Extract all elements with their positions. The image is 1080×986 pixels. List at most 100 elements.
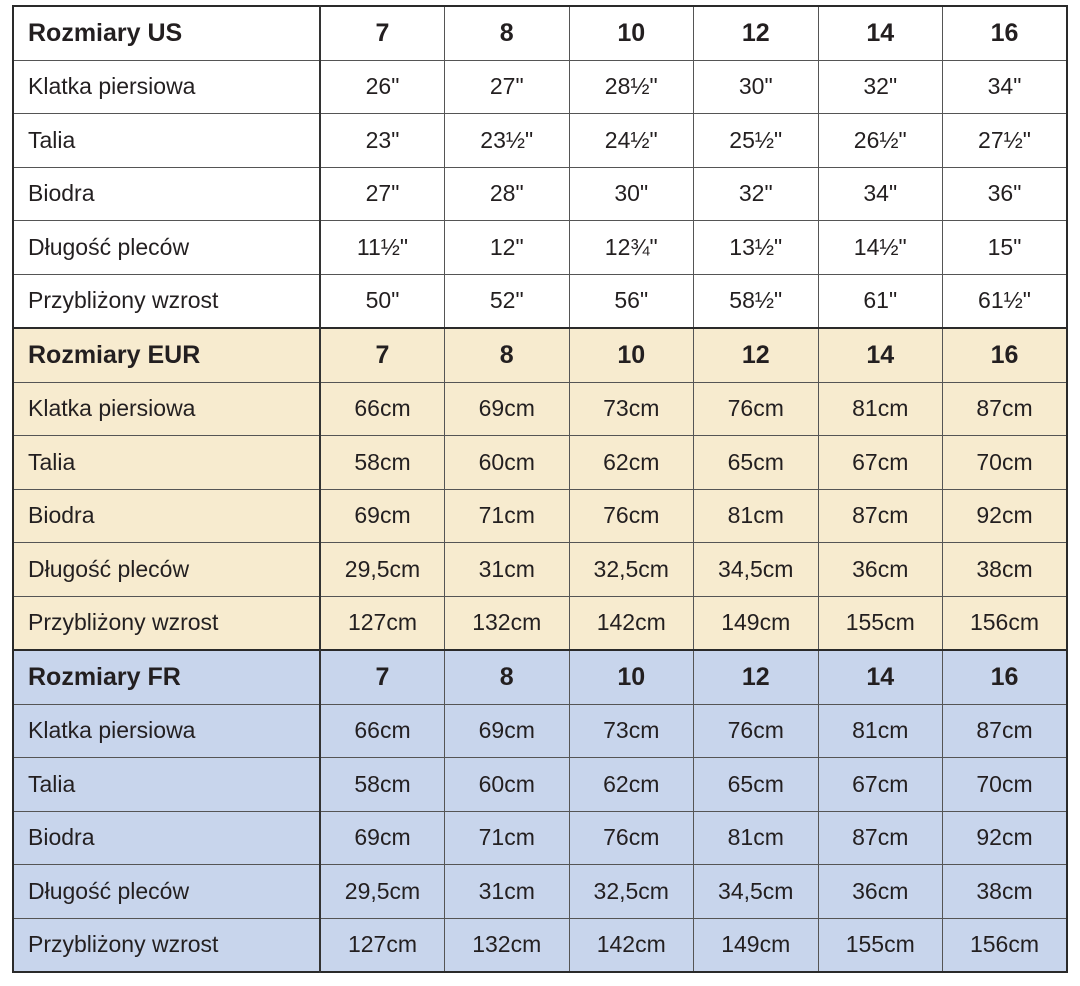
measurement-value: 60cm [444,435,570,490]
measurement-value: 31cm [444,542,570,597]
measurement-label: Biodra [12,810,321,865]
measurement-value: 132cm [444,595,570,651]
size-header-cell: 14 [817,5,943,61]
measurement-value: 12¾" [568,220,694,275]
measurement-label: Biodra [12,166,321,221]
measurement-value: 29,5cm [319,542,445,597]
measurement-label: Przybliżony wzrost [12,595,321,651]
measurement-value: 71cm [444,488,570,543]
measurement-value: 142cm [568,917,694,973]
measurement-value: 156cm [942,595,1068,651]
table-row: Długość pleców 11½" 12" 12¾" 13½" 14½" 15" [12,220,1068,275]
measurement-value: 30" [693,59,819,114]
measurement-value: 13½" [693,220,819,275]
section-header-us: Rozmiary US 7 8 10 12 14 16 [12,5,1068,61]
table-row: Przybliżony wzrost 127cm 132cm 142cm 149cm 15… [12,917,1068,973]
size-header-cell: 14 [817,649,943,705]
measurement-value: 32,5cm [568,864,694,919]
measurement-value: 58cm [319,757,445,812]
measurement-value: 73cm [568,703,694,758]
size-header-cell: 14 [817,327,943,383]
measurement-label: Klatka piersiowa [12,381,321,436]
measurement-value: 36cm [817,542,943,597]
size-header-cell: 16 [942,649,1068,705]
measurement-value: 25½" [693,113,819,168]
measurement-value: 24½" [568,113,694,168]
table-row: Biodra 69cm 71cm 76cm 81cm 87cm 92cm [12,810,1068,865]
section-title: Rozmiary US [12,5,321,61]
measurement-value: 27½" [942,113,1068,168]
size-header-cell: 7 [319,327,445,383]
size-header-cell: 16 [942,327,1068,383]
measurement-value: 11½" [319,220,445,275]
size-header-cell: 8 [444,649,570,705]
measurement-value: 155cm [817,595,943,651]
measurement-label: Talia [12,757,321,812]
measurement-value: 87cm [817,488,943,543]
measurement-label: Długość pleców [12,864,321,919]
measurement-value: 34,5cm [693,542,819,597]
measurement-value: 87cm [942,703,1068,758]
measurement-value: 66cm [319,381,445,436]
size-header-cell: 8 [444,5,570,61]
measurement-value: 27" [444,59,570,114]
table-row: Talia 23" 23½" 24½" 25½" 26½" 27½" [12,113,1068,168]
measurement-value: 62cm [568,435,694,490]
measurement-value: 52" [444,273,570,329]
measurement-label: Przybliżony wzrost [12,917,321,973]
measurement-value: 58cm [319,435,445,490]
measurement-value: 23" [319,113,445,168]
measurement-value: 26½" [817,113,943,168]
measurement-value: 65cm [693,435,819,490]
measurement-value: 69cm [319,810,445,865]
size-header-cell: 12 [693,327,819,383]
measurement-value: 38cm [942,542,1068,597]
measurement-value: 142cm [568,595,694,651]
measurement-value: 14½" [817,220,943,275]
measurement-value: 32,5cm [568,542,694,597]
measurement-value: 87cm [942,381,1068,436]
measurement-value: 132cm [444,917,570,973]
measurement-value: 50" [319,273,445,329]
section-header-eur: Rozmiary EUR 7 8 10 12 14 16 [12,327,1068,383]
measurement-value: 69cm [319,488,445,543]
table-row: Talia 58cm 60cm 62cm 65cm 67cm 70cm [12,757,1068,812]
section-header-fr: Rozmiary FR 7 8 10 12 14 16 [12,649,1068,705]
table-row: Biodra 27" 28" 30" 32" 34" 36" [12,166,1068,221]
measurement-value: 36" [942,166,1068,221]
measurement-value: 12" [444,220,570,275]
measurement-value: 69cm [444,381,570,436]
measurement-value: 34" [817,166,943,221]
measurement-value: 127cm [319,917,445,973]
measurement-value: 26" [319,59,445,114]
measurement-value: 155cm [817,917,943,973]
size-header-cell: 7 [319,5,445,61]
table-row: Klatka piersiowa 66cm 69cm 73cm 76cm 81cm 87cm [12,381,1068,436]
measurement-value: 70cm [942,435,1068,490]
measurement-value: 67cm [817,435,943,490]
measurement-value: 28" [444,166,570,221]
section-title: Rozmiary FR [12,649,321,705]
measurement-value: 29,5cm [319,864,445,919]
measurement-value: 15" [942,220,1068,275]
measurement-value: 65cm [693,757,819,812]
measurement-value: 27" [319,166,445,221]
measurement-value: 76cm [693,381,819,436]
size-header-cell: 7 [319,649,445,705]
table-row: Długość pleców 29,5cm 31cm 32,5cm 34,5cm 36cm… [12,864,1068,919]
measurement-value: 92cm [942,810,1068,865]
measurement-label: Biodra [12,488,321,543]
measurement-value: 30" [568,166,694,221]
measurement-value: 76cm [693,703,819,758]
measurement-value: 156cm [942,917,1068,973]
table-row: Biodra 69cm 71cm 76cm 81cm 87cm 92cm [12,488,1068,543]
measurement-value: 32" [817,59,943,114]
table-row: Talia 58cm 60cm 62cm 65cm 67cm 70cm [12,435,1068,490]
table-row: Przybliżony wzrost 127cm 132cm 142cm 149cm 15… [12,595,1068,651]
size-header-cell: 10 [568,649,694,705]
measurement-value: 60cm [444,757,570,812]
measurement-label: Talia [12,113,321,168]
table-row: Klatka piersiowa 26" 27" 28½" 30" 32" 34" [12,59,1068,114]
measurement-value: 58½" [693,273,819,329]
table-row: Długość pleców 29,5cm 31cm 32,5cm 34,5cm 36cm… [12,542,1068,597]
